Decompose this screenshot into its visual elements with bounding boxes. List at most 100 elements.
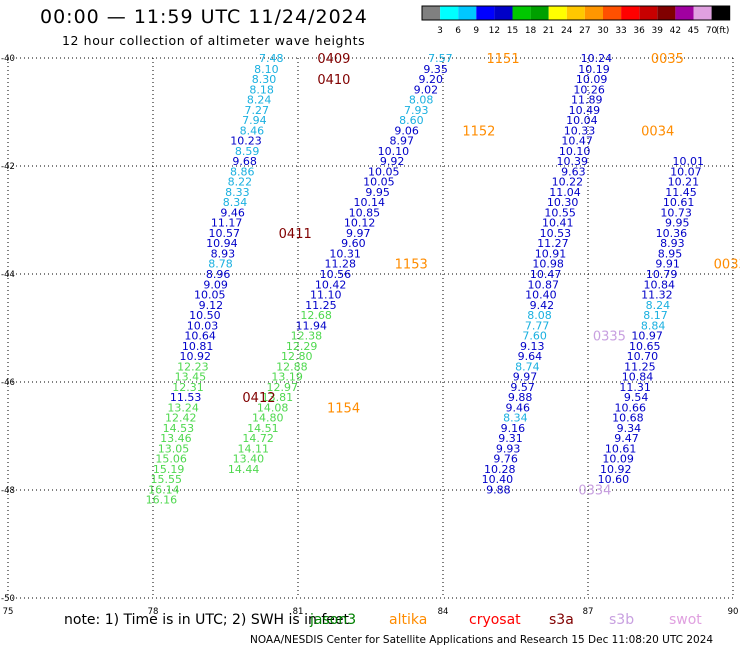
- data-point: 14.80: [252, 412, 284, 425]
- legend-tick-label: 3: [437, 26, 443, 36]
- data-point: 9.42: [530, 299, 555, 312]
- data-point: 10.21: [668, 176, 700, 189]
- data-point: 9.54: [624, 391, 649, 404]
- data-point: 12.29: [286, 340, 318, 353]
- data-point: 10.05: [368, 165, 400, 178]
- data-point: 10.26: [573, 83, 605, 96]
- data-point: 9.63: [561, 165, 586, 178]
- time-label: 1153: [395, 258, 428, 273]
- data-point: 10.79: [646, 268, 678, 281]
- data-point: 9.06: [394, 124, 419, 137]
- data-point: 10.33: [564, 124, 596, 137]
- legend-tick-label: 24: [561, 26, 573, 36]
- data-point: 10.55: [544, 206, 576, 219]
- data-point: 8.24: [646, 299, 671, 312]
- data-point: 9.31: [498, 432, 523, 445]
- data-point: 11.94: [296, 319, 328, 332]
- legend-tick-label: 6: [455, 26, 461, 36]
- data-point: 10.14: [354, 196, 386, 209]
- data-point: 9.64: [518, 350, 543, 363]
- data-point: 10.81: [182, 340, 214, 353]
- data-point: 15.55: [151, 473, 183, 486]
- data-point: 12.31: [172, 381, 204, 394]
- data-point: 10.92: [180, 350, 212, 363]
- legend-swatch: [711, 6, 730, 20]
- data-point: 10.31: [329, 247, 361, 260]
- data-point: 8.59: [235, 145, 260, 158]
- data-point: 10.40: [482, 473, 514, 486]
- x-tick-label: 75: [3, 607, 14, 617]
- data-point: 10.66: [615, 401, 647, 414]
- data-point: 10.10: [559, 145, 591, 158]
- data-point: 8.84: [641, 319, 666, 332]
- time-label: 0411: [279, 227, 312, 242]
- data-point: 10.61: [663, 196, 695, 209]
- data-point: 10.57: [209, 227, 241, 240]
- data-point: 10.92: [600, 463, 632, 476]
- data-point: 10.05: [194, 289, 226, 302]
- data-point: 10.36: [656, 227, 688, 240]
- time-label: 0034: [641, 124, 674, 139]
- data-point: 9.13: [520, 340, 545, 353]
- page-title: 00:00 — 11:59 UTC 11/24/2024: [40, 6, 368, 28]
- data-point: 14.08: [257, 401, 289, 414]
- data-point: 7.77: [525, 319, 550, 332]
- data-point: 14.11: [238, 442, 270, 455]
- data-point: 12.80: [281, 350, 313, 363]
- data-point: 9.95: [365, 186, 390, 199]
- time-label: 1152: [462, 124, 495, 139]
- data-point: 11.31: [619, 381, 651, 394]
- data-point: 13.81: [262, 391, 294, 404]
- time-label: 0412: [242, 391, 275, 406]
- legend-swatch: [422, 6, 441, 20]
- data-point: 10.60: [598, 473, 630, 486]
- y-tick-label: -42: [1, 162, 15, 172]
- data-point: 10.97: [631, 330, 663, 343]
- data-point: 11.32: [641, 289, 673, 302]
- data-point: 8.10: [254, 63, 279, 76]
- data-point: 8.34: [503, 412, 528, 425]
- data-point: 10.47: [530, 268, 562, 281]
- data-point: 11.25: [624, 360, 656, 373]
- data-point: 10.30: [547, 196, 579, 209]
- data-point: 13.19: [271, 371, 303, 384]
- legend-swatch: [566, 6, 585, 20]
- color-legend: 3 6 9 12 15 18 21 24 27 30 33 36 39 42 45 70(ft): [421, 5, 731, 36]
- data-point: 11.53: [170, 391, 202, 404]
- data-point: 8.34: [223, 196, 248, 209]
- data-point: 9.47: [614, 432, 639, 445]
- data-point: 9.92: [380, 155, 405, 168]
- legend-swatch: [603, 6, 622, 20]
- data-point: 8.97: [390, 135, 415, 148]
- legend-swatch: [675, 6, 694, 20]
- data-point: 9.91: [655, 258, 680, 271]
- data-point: 10.19: [578, 63, 610, 76]
- data-point: 11.25: [305, 299, 337, 312]
- data-point: 10.22: [552, 176, 584, 189]
- legend-tick-label: 21: [543, 26, 554, 36]
- satellite-label: s3a: [549, 612, 574, 628]
- data-point: 10.05: [363, 176, 395, 189]
- data-point: 12.68: [300, 309, 332, 322]
- legend-swatch: [512, 6, 531, 20]
- data-point: 9.60: [341, 237, 366, 250]
- satellite-label: jason3: [310, 612, 357, 628]
- data-point: 10.84: [644, 278, 676, 291]
- data-point: 7.57: [428, 52, 453, 65]
- data-point: 11.28: [325, 258, 357, 271]
- data-point: 9.88: [486, 483, 511, 496]
- data-point: 10.03: [187, 319, 219, 332]
- data-point: 8.30: [252, 73, 277, 86]
- time-label: 1151: [487, 52, 520, 67]
- y-tick-label: -50: [1, 594, 15, 604]
- data-point: 8.93: [211, 247, 236, 260]
- data-point: 9.68: [232, 155, 257, 168]
- data-point: 7.60: [522, 330, 547, 343]
- data-point: 9.88: [508, 391, 533, 404]
- legend-border: [421, 5, 731, 21]
- legend-swatch: [476, 6, 495, 20]
- time-label: 0409: [317, 52, 350, 67]
- data-point: 8.60: [399, 114, 424, 127]
- data-point: 9.34: [617, 422, 642, 435]
- data-point: 13.46: [160, 432, 192, 445]
